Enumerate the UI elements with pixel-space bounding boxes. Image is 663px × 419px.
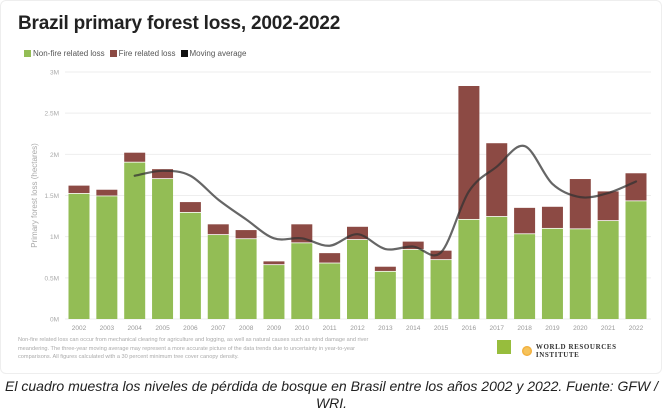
bar-fire-2015 [430,250,452,260]
y-tick-label: 3M [50,70,59,77]
wri-logo-text: WORLD RESOURCES INSTITUTE [535,343,617,359]
y-tick-label: 0M [50,317,59,324]
y-tick-label: 2M [50,152,59,159]
y-tick-label: 1.5M [45,193,59,200]
x-tick-label: 2004 [127,325,142,332]
bar-non-fire-2018 [514,234,536,319]
bar-fire-2021 [597,191,619,221]
bar-non-fire-2021 [597,221,619,319]
x-tick-label: 2006 [183,325,198,332]
legend-item-moving-average[interactable]: Moving average [180,49,247,58]
legend-item-fire[interactable]: Fire related loss [109,49,176,58]
bar-fire-2006 [179,202,201,212]
x-tick-label: 2015 [434,325,449,332]
bar-non-fire-2003 [96,196,118,319]
legend-label: Fire related loss [118,49,176,58]
bar-non-fire-2002 [68,193,90,319]
bar-fire-2014 [402,241,424,250]
chart-card: Brazil primary forest loss, 2002-2022 No… [0,0,662,374]
bar-fire-2007 [207,224,229,235]
x-tick-label: 2008 [239,325,254,332]
bar-non-fire-2012 [347,239,368,319]
x-tick-label: 2012 [350,325,365,332]
x-tick-label: 2005 [155,325,170,332]
bar-fire-2017 [486,143,508,217]
x-tick-label: 2017 [490,325,505,332]
x-tick-label: 2016 [462,325,477,332]
footnote: Non-fire related loss can occur from mec… [18,337,369,360]
x-tick-label: 2019 [545,325,560,332]
x-tick-label: 2020 [573,325,588,332]
caption: El cuadro muestra los niveles de pérdida… [5,378,658,411]
bar-fire-2009 [263,261,285,265]
chart-plot: 0M 0.5M 1M 1.5M 2M 2.5M 3M Primary forest loss … [30,70,651,332]
bar-fire-2016 [458,85,480,219]
bar-non-fire-2006 [179,212,201,319]
y-tick-label: 2.5M [45,111,59,118]
y-tick-label: 0.5M [45,275,59,282]
moving-average-line [133,144,638,257]
bar-fire-2005 [152,169,174,179]
bar-fire-2020 [569,179,591,229]
bar-non-fire-2022 [625,201,647,319]
x-tick-label: 2003 [100,325,115,332]
x-tick-label: 2014 [406,325,421,332]
bar-fire-2011 [319,253,341,263]
x-tick-label: 2007 [211,325,226,332]
y-tick-label: 1M [50,234,59,241]
bar-non-fire-2016 [458,219,480,319]
x-tick-label: 2013 [378,325,393,332]
legend-label: Moving average [189,49,247,58]
x-tick-label: 2018 [517,325,532,332]
bar-fire-2018 [514,207,536,234]
bar-non-fire-2017 [486,216,508,319]
bar-fire-2019 [541,206,563,228]
y-axis-title: Primary forest loss (hectares) [30,143,39,248]
bar-non-fire-2004 [124,162,146,319]
bar-non-fire-2005 [152,179,174,319]
x-tick-label: 2021 [601,325,616,332]
legend: Non-fire related loss Fire related loss … [24,49,246,58]
chart-title: Brazil primary forest loss, 2002-2022 [18,13,341,34]
x-tick-label: 2002 [72,325,87,332]
bar-non-fire-2019 [541,228,563,319]
bar-non-fire-2009 [263,265,285,319]
bar-non-fire-2007 [207,235,229,319]
legend-swatch [109,50,117,57]
legend-swatch [24,50,31,57]
gfw-logo [497,340,511,354]
bar-fire-2004 [124,152,146,162]
legend-item-non-fire[interactable]: Non-fire related loss [24,49,105,58]
bar-fire-2002 [68,185,90,194]
bar-non-fire-2008 [235,239,257,319]
legend-swatch [180,50,188,57]
legend-label: Non-fire related loss [33,49,105,58]
bar-non-fire-2020 [569,229,591,319]
x-tick-label: 2011 [323,325,337,332]
bar-fire-2022 [625,173,647,201]
bar-non-fire-2013 [374,271,396,319]
bar-fire-2003 [96,189,118,196]
x-tick-label: 2009 [267,325,282,332]
x-tick-label: 2010 [295,325,310,332]
bar-non-fire-2015 [430,260,452,319]
wri-logo: WORLD RESOURCES INSTITUTE [522,343,661,359]
bar-fire-2013 [374,266,396,271]
bar-non-fire-2011 [319,263,341,319]
bar-non-fire-2010 [291,243,313,319]
bar-non-fire-2014 [402,249,424,319]
x-tick-label: 2022 [629,325,644,332]
wri-logo-icon [522,346,532,356]
bar-fire-2008 [235,230,257,239]
